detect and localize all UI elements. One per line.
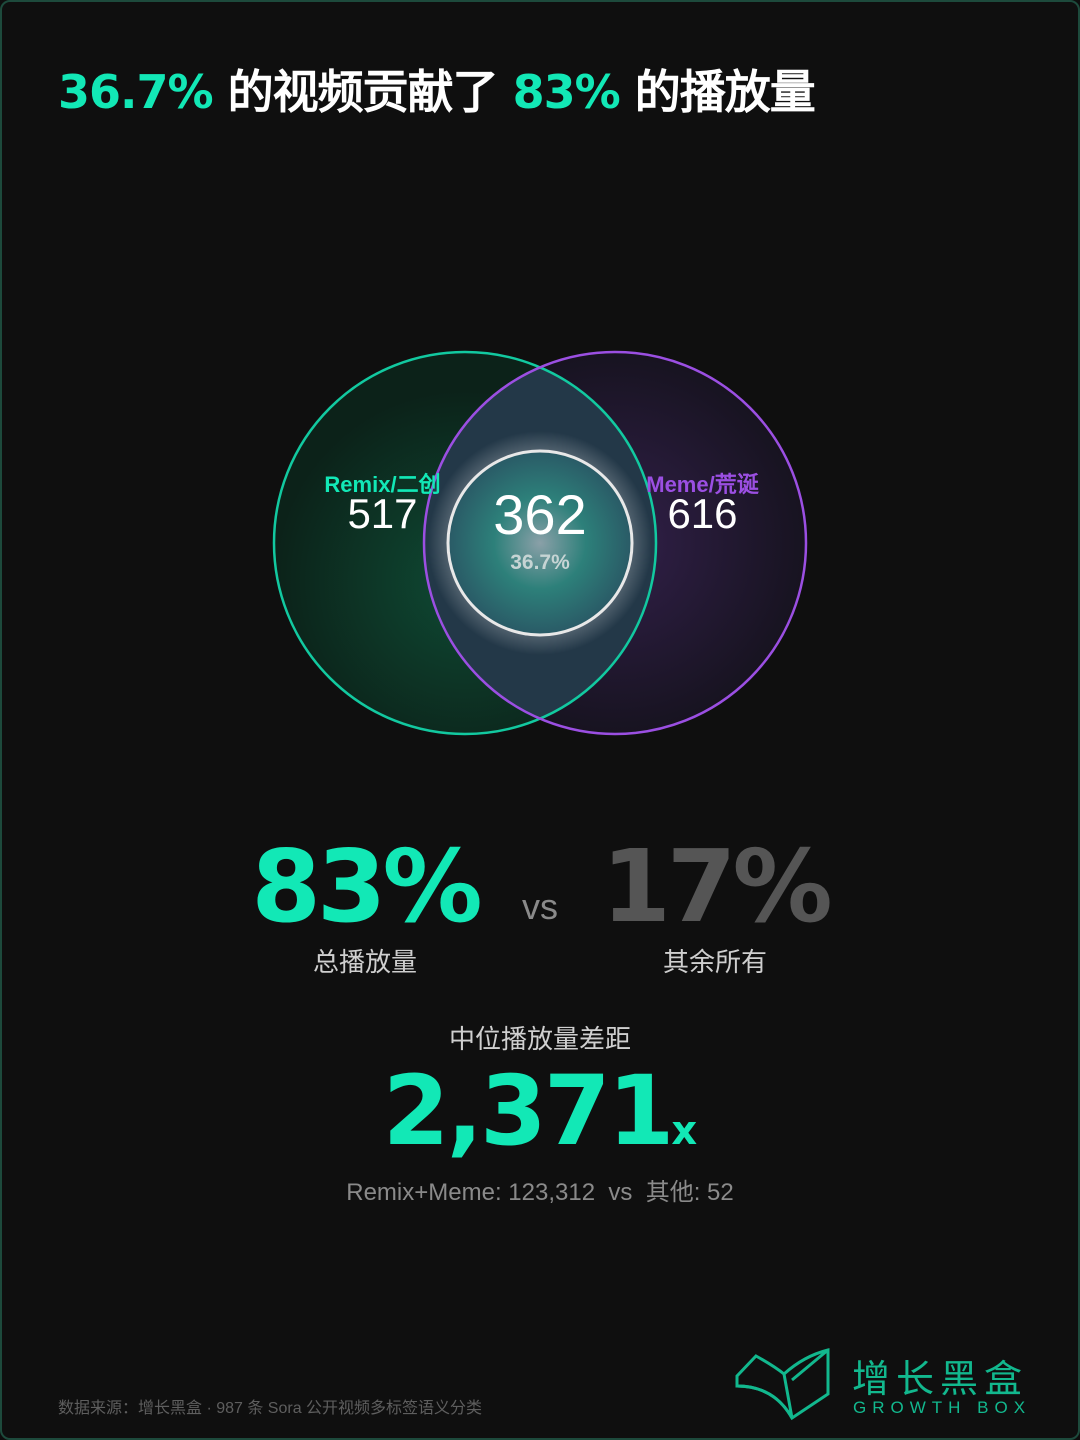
median-gap: 2,371x xyxy=(340,1055,740,1167)
median-detail: Remix+Meme: 123,312 vs 其他: 52 xyxy=(346,1179,734,1206)
remix-circle-outline xyxy=(272,350,658,736)
top-share-value: 83% xyxy=(251,828,482,945)
remix-label: Remix/二创 xyxy=(324,472,441,497)
meme-label: Meme/荒诞 xyxy=(646,472,759,497)
median-gap-label: 中位播放量差距 xyxy=(448,1024,631,1054)
rest-share-label: 其余所有 xyxy=(662,947,767,977)
logo-text-cn: 增长黑盒 xyxy=(852,1359,1029,1401)
title-highlight: 83% xyxy=(512,65,621,119)
overlap-count: 362 xyxy=(493,483,587,546)
source-footnote: 数据来源：增长黑盒 · 987 条 Sora 公开视频多标签语义分类 xyxy=(58,1400,483,1417)
vs-label: vs xyxy=(522,886,558,927)
logo-text-en: GROWTH BOX xyxy=(853,1398,1032,1417)
overlap-center-circle xyxy=(446,449,634,637)
title-highlight: 36.7% xyxy=(58,65,214,119)
median-gap-value: 2,371 xyxy=(382,1055,675,1167)
title-text: 的视频贡献了 xyxy=(212,65,513,119)
title-text: 的播放量 xyxy=(619,65,816,119)
growth-box-logo-icon xyxy=(735,1348,830,1421)
median-gap-suffix: x xyxy=(671,1108,698,1154)
top-share-label: 总播放量 xyxy=(312,947,417,977)
remix-count: 517 xyxy=(347,490,418,537)
page-title: 36.7% 的视频贡献了 83% 的播放量 xyxy=(58,56,816,122)
overlap-percent: 36.7% xyxy=(510,551,570,574)
meme-count: 616 xyxy=(667,490,738,537)
venn-diagram xyxy=(272,350,808,736)
meme-circle-outline xyxy=(422,350,808,736)
rest-share-value: 17% xyxy=(601,828,832,945)
